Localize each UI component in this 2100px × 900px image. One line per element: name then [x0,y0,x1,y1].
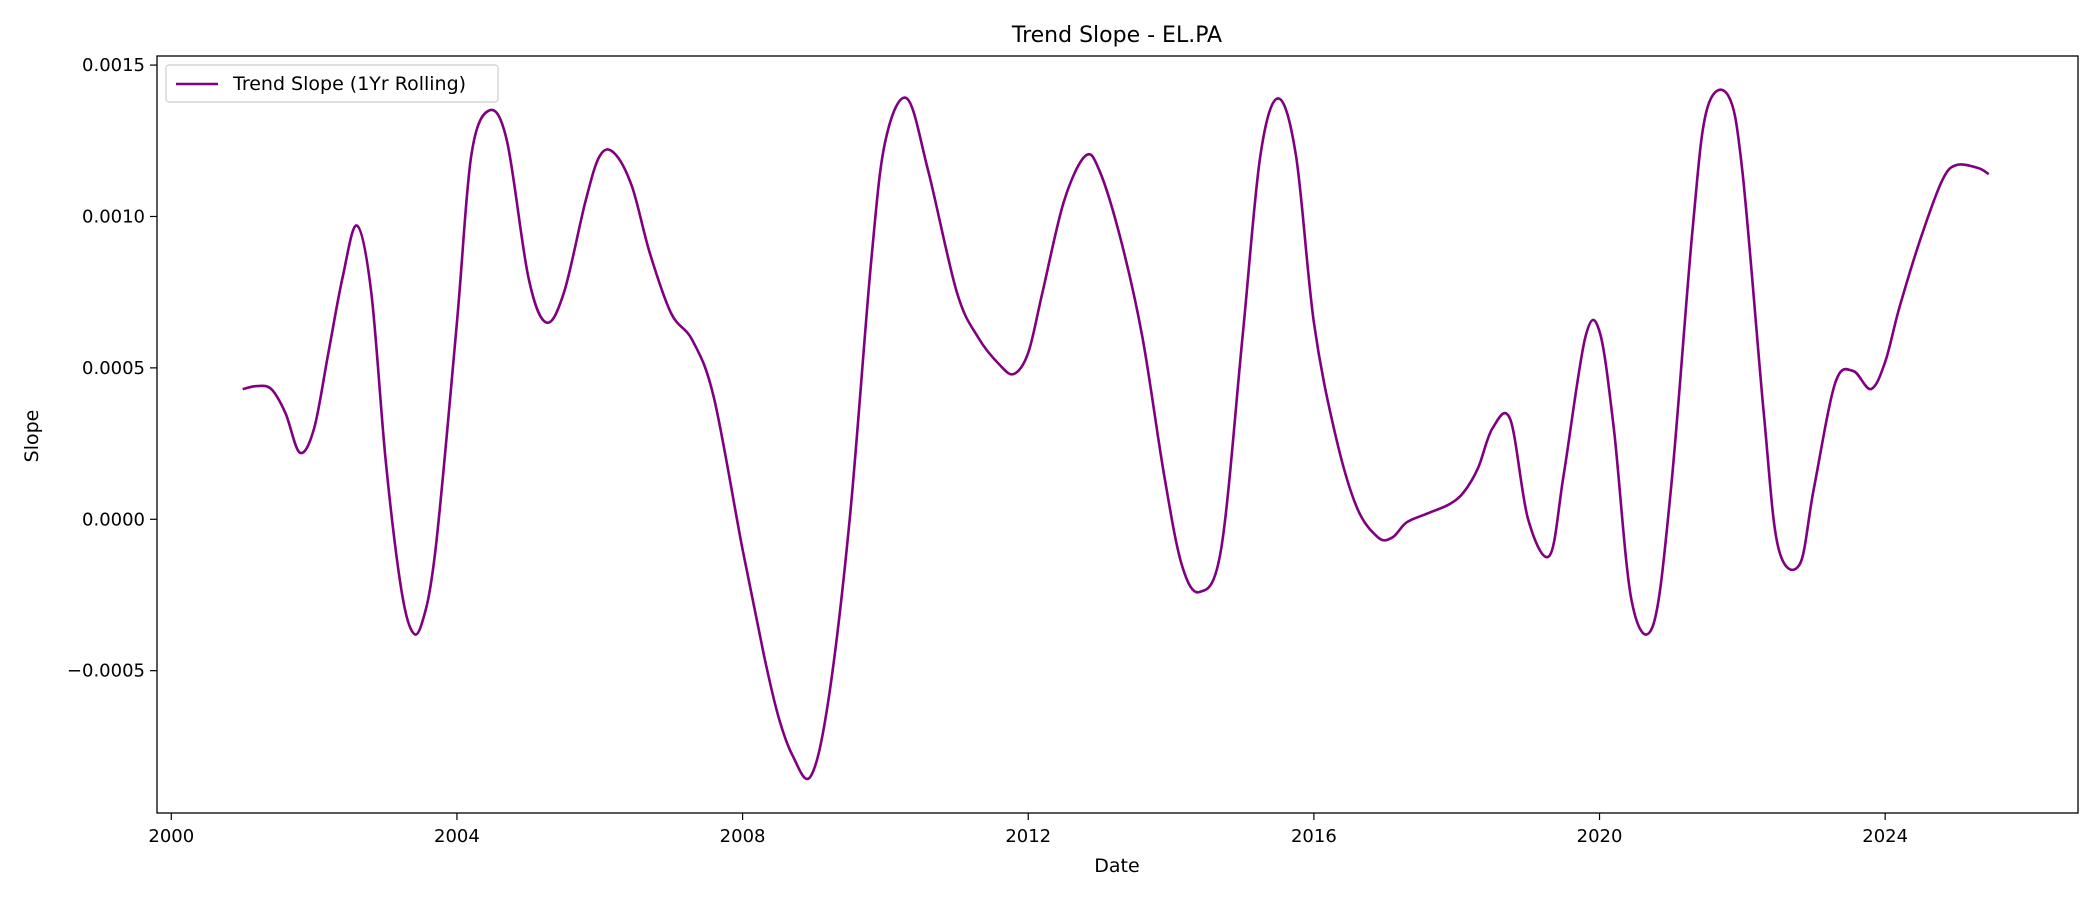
y-tick-label: 0.0005 [82,358,145,379]
plot-area [242,88,1990,781]
y-tick-label: 0.0015 [82,55,145,76]
axes-frame [156,55,2079,814]
x-axis-label: Date [1094,855,1139,877]
x-tick-label: 2024 [1862,826,1908,847]
legend: Trend Slope (1Yr Rolling) [165,64,499,103]
y-tick-label: 0.0000 [82,509,145,530]
series-line-0 [242,88,1990,781]
x-tick-label: 2004 [434,826,480,847]
x-tick-label: 2020 [1577,826,1623,847]
x-tick-label: 2000 [148,826,194,847]
chart-title: Trend Slope - EL.PA [1011,23,1222,48]
x-tick-label: 2016 [1291,826,1337,847]
x-tick-label: 2012 [1005,826,1051,847]
legend-frame [165,64,499,103]
x-tick-label: 2008 [720,826,766,847]
y-tick-label: 0.0010 [82,206,145,227]
y-tick-label: −0.0005 [67,661,145,682]
y-axis-label: Slope [21,410,43,463]
axes: 2000 2004 2008 2012 2016 2020 2024 −0.0005 0.000… [67,55,2079,847]
legend-label: Trend Slope (1Yr Rolling) [232,73,466,95]
